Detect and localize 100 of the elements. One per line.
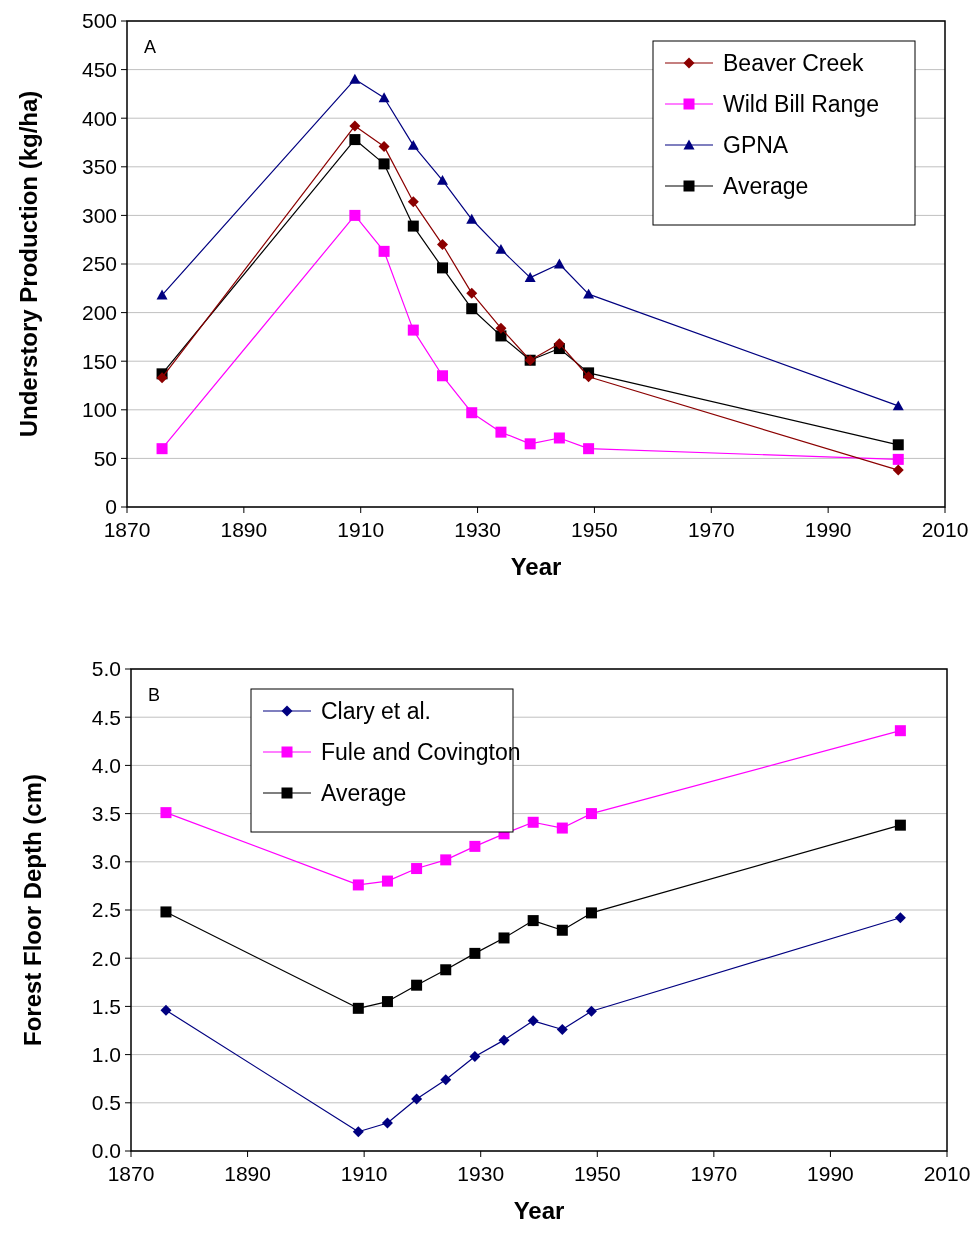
point bbox=[381, 875, 393, 887]
point bbox=[378, 92, 390, 103]
x-tick-label: 1930 bbox=[454, 518, 501, 541]
y-tick-label: 300 bbox=[81, 203, 117, 227]
point bbox=[583, 288, 595, 299]
x-axis-title: Year bbox=[513, 1197, 565, 1224]
point bbox=[349, 73, 361, 84]
y-tick-label: 1.0 bbox=[91, 1042, 121, 1066]
point bbox=[527, 1015, 539, 1027]
point bbox=[407, 324, 419, 336]
point bbox=[553, 338, 565, 350]
point bbox=[583, 371, 595, 383]
x-tick-label: 2010 bbox=[921, 518, 969, 541]
point bbox=[556, 1024, 568, 1036]
point bbox=[892, 453, 904, 465]
point bbox=[378, 158, 390, 170]
point bbox=[407, 220, 419, 232]
y-tick-label: 100 bbox=[81, 398, 117, 422]
x-tick-label: 1970 bbox=[690, 1162, 738, 1185]
point bbox=[553, 432, 565, 444]
x-tick-label: 1930 bbox=[457, 1162, 505, 1185]
x-tick-label: 1950 bbox=[571, 518, 618, 541]
point bbox=[469, 840, 481, 852]
point bbox=[556, 822, 568, 834]
point bbox=[437, 262, 449, 274]
legend-label: Beaver Creek bbox=[723, 50, 865, 77]
point bbox=[160, 1004, 172, 1016]
x-tick-label: 1870 bbox=[107, 1162, 155, 1185]
point bbox=[894, 725, 906, 737]
y-tick-label: 450 bbox=[81, 57, 117, 81]
legend-label: Average bbox=[723, 173, 809, 200]
point bbox=[524, 438, 536, 450]
y-tick-label: 2.0 bbox=[91, 946, 121, 970]
point bbox=[585, 907, 597, 919]
point bbox=[585, 808, 597, 820]
x-tick-label: 1970 bbox=[687, 518, 735, 541]
legend-label: Average bbox=[321, 780, 407, 807]
y-tick-label: 3.0 bbox=[91, 850, 121, 874]
point bbox=[553, 258, 565, 269]
point bbox=[156, 289, 168, 300]
point bbox=[156, 443, 168, 455]
y-tick-label: 2.5 bbox=[91, 898, 121, 922]
point bbox=[466, 287, 478, 299]
point bbox=[495, 243, 507, 254]
point bbox=[411, 1093, 423, 1105]
x-tick-label: 1950 bbox=[573, 1162, 621, 1185]
legend-label: Fule and Covington bbox=[321, 739, 521, 766]
point bbox=[407, 196, 419, 208]
point bbox=[498, 1034, 510, 1046]
y-tick-label: 4.5 bbox=[91, 705, 121, 729]
point bbox=[469, 947, 481, 959]
point bbox=[495, 426, 507, 438]
y-tick-label: 0.5 bbox=[91, 1091, 121, 1115]
point bbox=[407, 139, 419, 150]
x-tick-label: 1990 bbox=[804, 518, 852, 541]
point bbox=[892, 439, 904, 451]
point bbox=[378, 245, 390, 257]
point bbox=[469, 1051, 481, 1063]
x-tick-label: 1890 bbox=[220, 518, 268, 541]
y-tick-label: 350 bbox=[81, 155, 117, 179]
legend-label: Wild Bill Range bbox=[723, 91, 879, 118]
point bbox=[892, 464, 904, 476]
point bbox=[160, 906, 172, 918]
point bbox=[378, 140, 390, 152]
point bbox=[352, 879, 364, 891]
point bbox=[440, 1074, 452, 1086]
x-axis-title: Year bbox=[510, 553, 562, 580]
legend-label: Clary et al. bbox=[321, 698, 431, 725]
point bbox=[349, 134, 361, 146]
point bbox=[466, 407, 478, 419]
point bbox=[556, 924, 568, 936]
x-tick-label: 1910 bbox=[340, 1162, 388, 1185]
point bbox=[349, 120, 361, 132]
y-axis-title: Forest Floor Depth (cm) bbox=[19, 773, 46, 1047]
point bbox=[411, 863, 423, 875]
x-tick-label: 2010 bbox=[923, 1162, 971, 1185]
y-tick-label: 5.0 bbox=[91, 657, 121, 681]
y-tick-label: 0.0 bbox=[91, 1139, 121, 1163]
point bbox=[437, 239, 449, 251]
point bbox=[466, 213, 478, 224]
point bbox=[892, 400, 904, 411]
x-tick-label: 1990 bbox=[807, 1162, 854, 1185]
y-tick-label: 3.5 bbox=[91, 801, 121, 825]
point bbox=[437, 174, 449, 185]
y-tick-label: 50 bbox=[93, 446, 117, 470]
y-tick-label: 500 bbox=[81, 9, 117, 33]
point bbox=[352, 1126, 364, 1138]
point bbox=[411, 979, 423, 991]
point bbox=[381, 1117, 393, 1129]
point bbox=[527, 915, 539, 927]
y-axis-title: Understory Production (kg/ha) bbox=[15, 90, 42, 438]
x-tick-label: 1890 bbox=[224, 1162, 271, 1185]
y-tick-label: 4.0 bbox=[91, 753, 121, 777]
x-tick-label: 1910 bbox=[337, 518, 385, 541]
annotation: A bbox=[144, 37, 157, 57]
point bbox=[498, 932, 510, 944]
y-tick-label: 1.5 bbox=[91, 994, 121, 1018]
y-tick-label: 200 bbox=[81, 300, 117, 324]
point bbox=[527, 816, 539, 828]
point bbox=[349, 209, 361, 221]
